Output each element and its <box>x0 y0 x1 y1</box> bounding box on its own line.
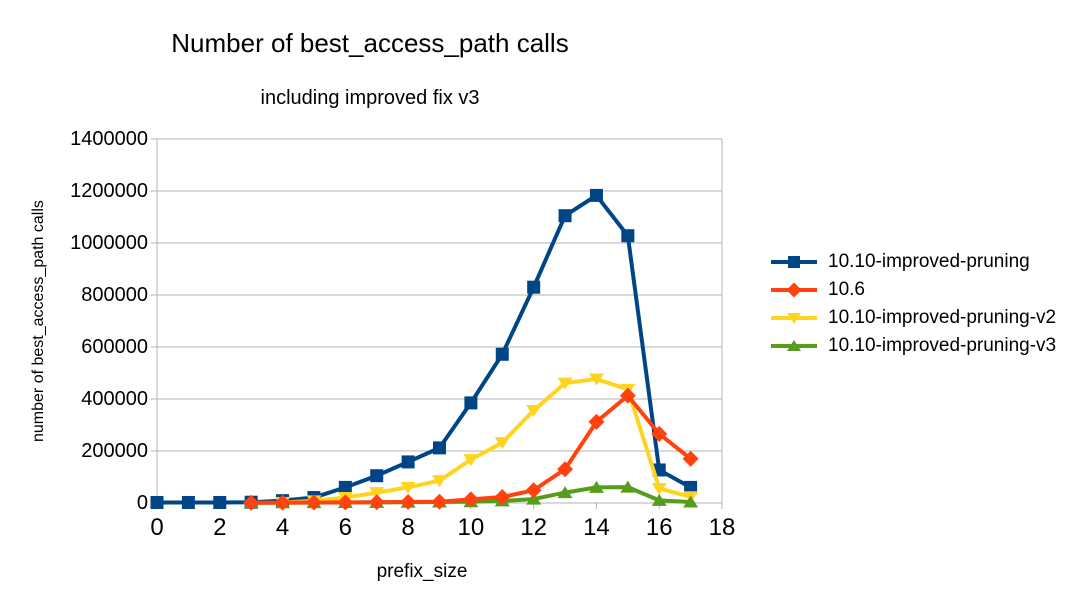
x-axis-label: 12 <box>520 514 548 541</box>
square-marker-icon <box>464 396 478 410</box>
diamond-marker-icon <box>337 494 354 511</box>
triangle-up-marker-icon <box>557 486 573 499</box>
triangle-up-marker-icon <box>588 480 604 493</box>
legend-item-label: 10.10-improved-pruning-v2 <box>828 307 1057 328</box>
square-marker-icon <box>684 480 698 494</box>
series-10.10-improved-pruning <box>150 188 698 509</box>
legend-item-label: 10.10-improved-pruning <box>828 251 1030 272</box>
x-axis-label: 4 <box>275 514 290 541</box>
legend-item: 10.10-improved-pruning-v2 <box>770 304 1056 332</box>
triangle-up-marker-icon <box>526 492 542 505</box>
x-axis-label: 0 <box>150 514 164 541</box>
triangle-up-marker-icon <box>651 493 667 506</box>
x-axis-label: 18 <box>708 514 736 541</box>
triangle-down-marker-icon <box>588 373 604 386</box>
diamond-marker-icon <box>786 282 802 298</box>
triangle-up-marker-icon <box>620 480 636 493</box>
square-marker-icon <box>213 495 227 509</box>
diamond-marker-icon <box>243 494 260 511</box>
legend-item: 10.6 <box>770 276 1056 304</box>
square-marker-icon <box>527 280 541 294</box>
square-marker-icon <box>433 441 446 455</box>
y-axis-label: 1200000 <box>70 180 148 202</box>
triangle-down-marker-icon <box>651 482 667 495</box>
diamond-marker-icon <box>368 494 385 511</box>
x-axis-label: 6 <box>338 514 353 541</box>
diamond-marker-icon <box>557 461 574 478</box>
diamond-marker-icon <box>462 491 479 508</box>
series-line <box>157 193 692 505</box>
y-axis-label: 600000 <box>81 336 148 358</box>
legend-item-label: 10.10-improved-pruning-v3 <box>828 335 1057 356</box>
series-10.6 <box>243 387 699 511</box>
triangle-down-marker-icon <box>432 475 447 488</box>
y-axis-label: 1000000 <box>70 232 148 254</box>
y-axis-label: 1400000 <box>70 128 148 150</box>
diamond-marker-icon <box>588 413 605 430</box>
square-marker-icon <box>558 209 572 223</box>
diamond-marker-icon <box>682 450 699 467</box>
legend-key <box>771 256 817 268</box>
triangle-down-marker-icon <box>526 404 542 417</box>
square-marker-icon <box>150 495 164 509</box>
legend-item: 10.10-improved-pruning-v3 <box>770 332 1056 360</box>
square-marker-icon <box>181 495 195 509</box>
chart-subtitle: including improved fix v3 <box>260 87 480 109</box>
diamond-marker-icon <box>619 387 636 404</box>
x-axis-label: 8 <box>401 514 415 541</box>
square-marker-icon <box>370 469 384 483</box>
triangle-down-marker-icon <box>787 313 801 324</box>
diamond-marker-icon <box>400 493 417 510</box>
series-line <box>282 376 692 505</box>
x-axis-label: 14 <box>583 514 610 541</box>
y-axis-label: 200000 <box>81 440 148 462</box>
diamond-marker-icon <box>305 494 322 511</box>
square-marker-icon <box>589 188 603 202</box>
triangle-down-marker-icon <box>369 487 385 500</box>
square-marker-icon <box>401 455 415 469</box>
legend-key <box>771 313 817 324</box>
legend-key <box>771 340 817 351</box>
y-axis-label: 0 <box>136 492 148 514</box>
diamond-marker-icon <box>494 489 511 506</box>
legend-key <box>771 282 817 298</box>
triangle-down-marker-icon <box>400 481 416 494</box>
x-axis-title: prefix_size <box>376 561 468 582</box>
triangle-up-marker-icon <box>683 495 699 508</box>
diamond-marker-icon <box>431 493 448 510</box>
y-axis-label: 800000 <box>81 284 148 306</box>
square-marker-icon <box>621 229 635 243</box>
legend-item-label: 10.6 <box>828 279 865 300</box>
triangle-down-marker-icon <box>463 454 479 467</box>
legend: 10.10-improved-pruning 10.6 10.10-improved… <box>770 248 1056 360</box>
diamond-marker-icon <box>525 482 542 499</box>
square-marker-icon <box>788 256 800 268</box>
square-marker-icon <box>495 347 509 361</box>
diamond-marker-icon <box>651 425 668 442</box>
triangle-down-marker-icon <box>557 377 573 390</box>
triangle-down-marker-icon <box>494 437 510 450</box>
x-axis-label: 16 <box>645 514 673 541</box>
x-axis-label: 2 <box>213 514 227 541</box>
chart-title: Number of best_access_path calls <box>171 28 569 58</box>
x-axis-label: 10 <box>457 514 485 541</box>
diamond-marker-icon <box>274 494 291 511</box>
y-axis-label: 400000 <box>81 388 148 410</box>
legend-item: 10.10-improved-pruning <box>770 248 1056 276</box>
square-marker-icon <box>338 480 352 494</box>
triangle-up-marker-icon <box>787 340 801 351</box>
